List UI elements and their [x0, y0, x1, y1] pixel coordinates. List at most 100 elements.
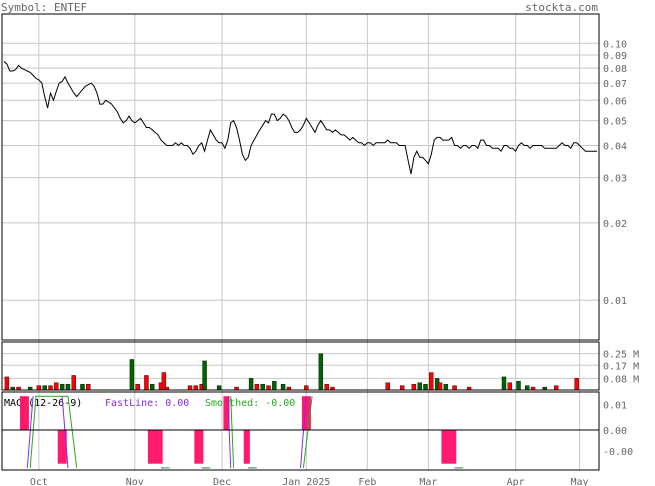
volume-tick-label: 0.25 M: [603, 350, 639, 361]
volume-bar: [36, 385, 42, 391]
volume-bar: [324, 383, 329, 391]
macd-smoothed-line: [302, 396, 313, 468]
price-tick-label: 0.07: [603, 79, 627, 90]
volume-tick-label: 0.17 M: [603, 361, 639, 372]
macd-histogram-bar: [450, 429, 454, 464]
price-tick-label: 0.05: [603, 117, 627, 128]
volume-tick-label: 0.08 M: [603, 374, 639, 385]
volume-bar: [516, 381, 521, 391]
macd-histogram-bar: [60, 429, 64, 464]
volume-bar: [59, 383, 65, 391]
volume-bar: [144, 375, 149, 391]
axes: Oct Nov Dec Jan 2025 Feb Mar Apr May 0.100.09 0.0…: [1, 13, 639, 486]
macd-histogram-bar: [444, 429, 448, 464]
x-tick-label: Nov: [126, 477, 144, 486]
price-panel: [3, 61, 597, 175]
macd-histogram-bar: [22, 396, 27, 430]
x-tick-label: May: [571, 477, 589, 486]
price-tick-label: 0.02: [603, 219, 627, 230]
volume-bar: [4, 376, 10, 391]
x-tick-label: Mar: [419, 477, 437, 486]
macd-histogram-bar: [441, 429, 445, 464]
macd-histogram-bar: [19, 396, 24, 430]
x-tick-label: Feb: [358, 477, 376, 486]
macd-histogram-bar: [194, 429, 198, 464]
volume-bar: [86, 383, 91, 391]
macd-histogram-bar: [25, 396, 29, 430]
volume-bar: [260, 383, 265, 391]
macd-fastline: [227, 396, 232, 468]
macd-fastline: [61, 396, 69, 468]
volume-bar: [54, 382, 59, 391]
volume-bar: [65, 383, 71, 391]
volume-bar: [429, 372, 434, 391]
macd-smoothed-line: [230, 396, 235, 468]
volume-bar: [437, 382, 443, 391]
macd-histogram-bar: [150, 429, 154, 464]
volume-bar: [71, 375, 76, 391]
volume-bar: [400, 385, 405, 391]
macd-histogram-bar: [156, 429, 160, 464]
volume-panel-border: [1, 341, 600, 391]
volume-bar: [129, 359, 135, 391]
price-tick-label: 0.06: [603, 96, 627, 107]
macd-histogram-bar: [200, 429, 204, 464]
volume-bar: [501, 376, 507, 391]
site-label[interactable]: stockta.com: [525, 1, 598, 14]
volume-bar: [150, 383, 155, 391]
macd-histogram-bar: [447, 429, 451, 464]
volume-bar: [304, 385, 309, 391]
volume-bar: [135, 383, 140, 391]
volume-bar: [507, 382, 512, 391]
volume-bar: [266, 385, 271, 391]
macd-smoothed-line: [29, 395, 78, 468]
macd-histogram-bar: [304, 396, 309, 430]
price-line: [3, 61, 597, 175]
macd-histogram-bar: [159, 429, 163, 464]
volume-bar: [48, 385, 53, 391]
volume-bar: [525, 385, 530, 391]
volume-bar: [411, 383, 417, 391]
macd-fastline: [300, 396, 307, 468]
price-tick-label: 0.01: [603, 296, 627, 307]
volume-bar: [385, 382, 390, 391]
price-tick-label: 0.04: [603, 142, 627, 153]
macd-histogram-bar: [57, 429, 61, 464]
x-tick-label: Jan 2025: [282, 477, 330, 486]
volume-bar: [280, 383, 286, 391]
macd-panel: MACD(12-26-9) FastLine: 0.00 Smoothed: -…: [2, 395, 599, 469]
volume-bar: [187, 385, 193, 391]
volume-bar: [193, 385, 199, 391]
volume-bar: [554, 385, 559, 391]
macd-histogram-bar: [453, 429, 457, 464]
volume-bar: [423, 383, 428, 391]
macd-histogram-bar: [153, 429, 157, 464]
macd-legend-label: MACD(12-26-9): [4, 398, 82, 409]
volume-bar: [574, 378, 579, 391]
volume-bar: [42, 385, 47, 391]
macd-histogram-bar: [243, 429, 247, 464]
volume-panel: [4, 353, 579, 391]
symbol-label: Symbol: ENTEF: [1, 1, 87, 14]
macd-histogram-bar: [63, 429, 67, 464]
x-tick-label: Dec: [213, 477, 231, 486]
volume-bar: [272, 381, 277, 391]
macd-histogram-bar: [197, 429, 201, 464]
price-tick-label: 0.08: [603, 64, 627, 75]
macd-smoothed-label: Smoothed: -0.00: [205, 398, 295, 409]
price-tick-label: 0.09: [603, 51, 627, 62]
price-tick-label: 0.03: [603, 174, 627, 185]
macd-panel-border: [1, 391, 600, 471]
volume-bar: [80, 383, 85, 391]
macd-histogram-bar: [301, 396, 306, 430]
price-tick-label: 0.10: [603, 39, 627, 50]
x-tick-label: Apr: [507, 477, 525, 486]
volume-bar: [452, 385, 457, 391]
x-tick-label: Oct: [30, 477, 48, 486]
macd-tick-label: -0.00: [603, 447, 633, 458]
macd-tick-label: 0.00: [603, 426, 627, 437]
volume-bar: [202, 360, 207, 391]
volume-bar: [248, 378, 254, 391]
macd-tick-label: 0.01: [603, 401, 627, 412]
